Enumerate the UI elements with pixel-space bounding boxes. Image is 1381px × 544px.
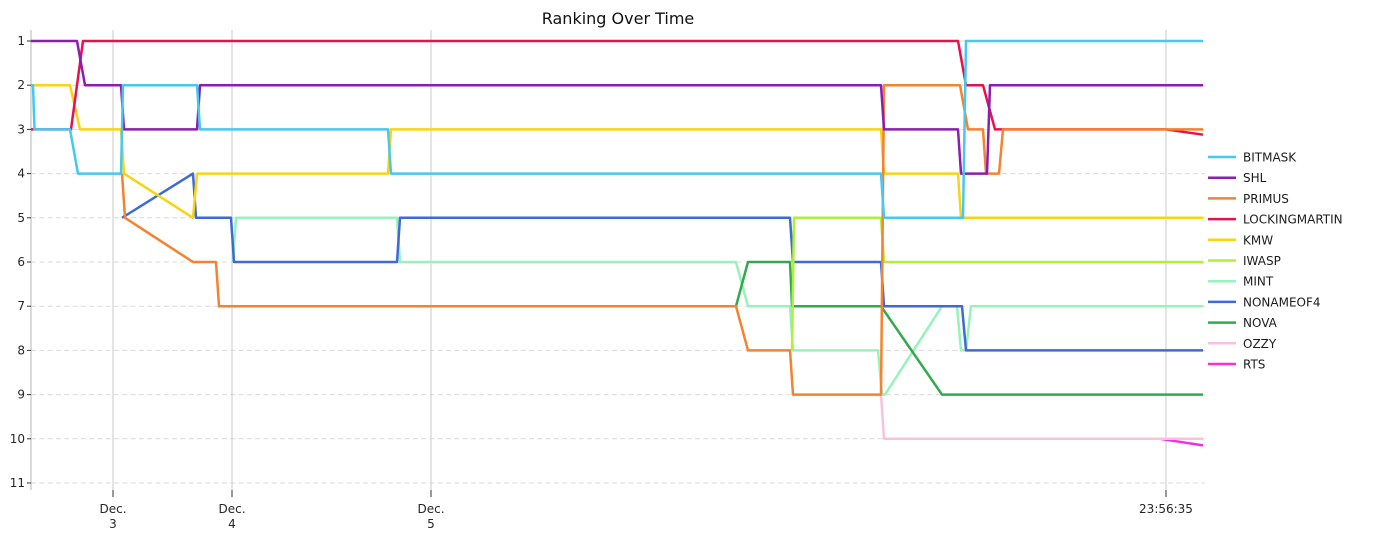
series-lines bbox=[31, 39, 1204, 447]
legend-item-primus: PRIMUS bbox=[1208, 192, 1289, 206]
legend-label-mint: MINT bbox=[1243, 275, 1274, 289]
legend-item-nonameof4: NONAMEOF4 bbox=[1208, 295, 1321, 309]
series-line-nonameof4 bbox=[121, 172, 1203, 352]
legend-item-lockingmartin: LOCKINGMARTIN bbox=[1208, 213, 1343, 227]
legend-label-lockingmartin: LOCKINGMARTIN bbox=[1243, 213, 1343, 227]
chart-title: Ranking Over Time bbox=[542, 9, 695, 28]
x-tick-label: 4 bbox=[228, 517, 236, 531]
legend-label-iwasp: IWASP bbox=[1243, 254, 1281, 268]
gridlines bbox=[31, 30, 1205, 490]
axis-ticks bbox=[27, 40, 1167, 497]
y-tick-label-4: 4 bbox=[17, 167, 25, 181]
series-line-primus bbox=[120, 83, 1203, 396]
series-line-bitmask bbox=[31, 39, 1203, 220]
legend: BITMASK SHL PRIMUS LOCKINGMARTIN KMW IWASP MIN… bbox=[1208, 151, 1343, 372]
legend-item-iwasp: IWASP bbox=[1208, 254, 1281, 268]
series-line-iwasp bbox=[790, 216, 1203, 351]
y-tick-label-5: 5 bbox=[17, 211, 25, 225]
legend-label-rts: RTS bbox=[1243, 358, 1265, 372]
series-line-lockingmartin bbox=[31, 39, 1204, 136]
series-line-shl bbox=[31, 39, 1203, 175]
y-tick-label-3: 3 bbox=[17, 122, 25, 136]
legend-label-shl: SHL bbox=[1243, 171, 1267, 185]
y-tick-label-6: 6 bbox=[17, 255, 25, 269]
legend-item-nova: NOVA bbox=[1208, 316, 1278, 330]
x-tick-label: Dec. bbox=[99, 502, 126, 516]
x-tick-label: 23:56:35 bbox=[1139, 502, 1193, 516]
y-tick-label-10: 10 bbox=[10, 432, 25, 446]
y-tick-label-11: 11 bbox=[10, 476, 25, 490]
y-tick-label-8: 8 bbox=[17, 343, 25, 357]
legend-item-bitmask: BITMASK bbox=[1208, 151, 1297, 165]
legend-label-bitmask: BITMASK bbox=[1243, 151, 1297, 165]
legend-item-ozzy: OZZY bbox=[1208, 337, 1277, 351]
legend-label-kmw: KMW bbox=[1243, 233, 1273, 247]
x-tick-label: 3 bbox=[109, 517, 117, 531]
y-tick-label-1: 1 bbox=[17, 34, 25, 48]
series-line-ozzy bbox=[879, 394, 1203, 441]
legend-label-nova: NOVA bbox=[1243, 316, 1278, 330]
y-tick-label-7: 7 bbox=[17, 299, 25, 313]
x-tick-label: Dec. bbox=[218, 502, 245, 516]
y-tick-label-2: 2 bbox=[17, 78, 25, 92]
legend-label-primus: PRIMUS bbox=[1243, 192, 1289, 206]
legend-item-mint: MINT bbox=[1208, 275, 1274, 289]
legend-label-ozzy: OZZY bbox=[1243, 337, 1277, 351]
x-tick-label: 5 bbox=[427, 517, 435, 531]
legend-item-rts: RTS bbox=[1208, 358, 1265, 372]
y-tick-label-9: 9 bbox=[17, 388, 25, 402]
x-tick-label: Dec. bbox=[417, 502, 444, 516]
series-line-kmw bbox=[31, 83, 1203, 220]
legend-item-shl: SHL bbox=[1208, 171, 1267, 185]
legend-label-nonameof4: NONAMEOF4 bbox=[1243, 295, 1321, 309]
legend-item-kmw: KMW bbox=[1208, 233, 1273, 247]
